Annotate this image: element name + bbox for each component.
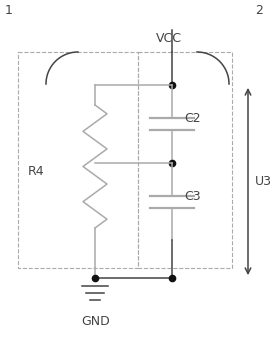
Text: GND: GND	[81, 315, 110, 328]
Text: 2: 2	[255, 4, 263, 17]
Text: C3: C3	[184, 190, 201, 203]
Text: R4: R4	[28, 165, 45, 178]
Bar	[18, 52, 138, 268]
Text: C2: C2	[184, 112, 201, 125]
Text: VCC: VCC	[156, 32, 182, 45]
Bar	[138, 52, 232, 268]
Text: U3: U3	[255, 175, 272, 188]
Text: 1: 1	[5, 4, 13, 17]
